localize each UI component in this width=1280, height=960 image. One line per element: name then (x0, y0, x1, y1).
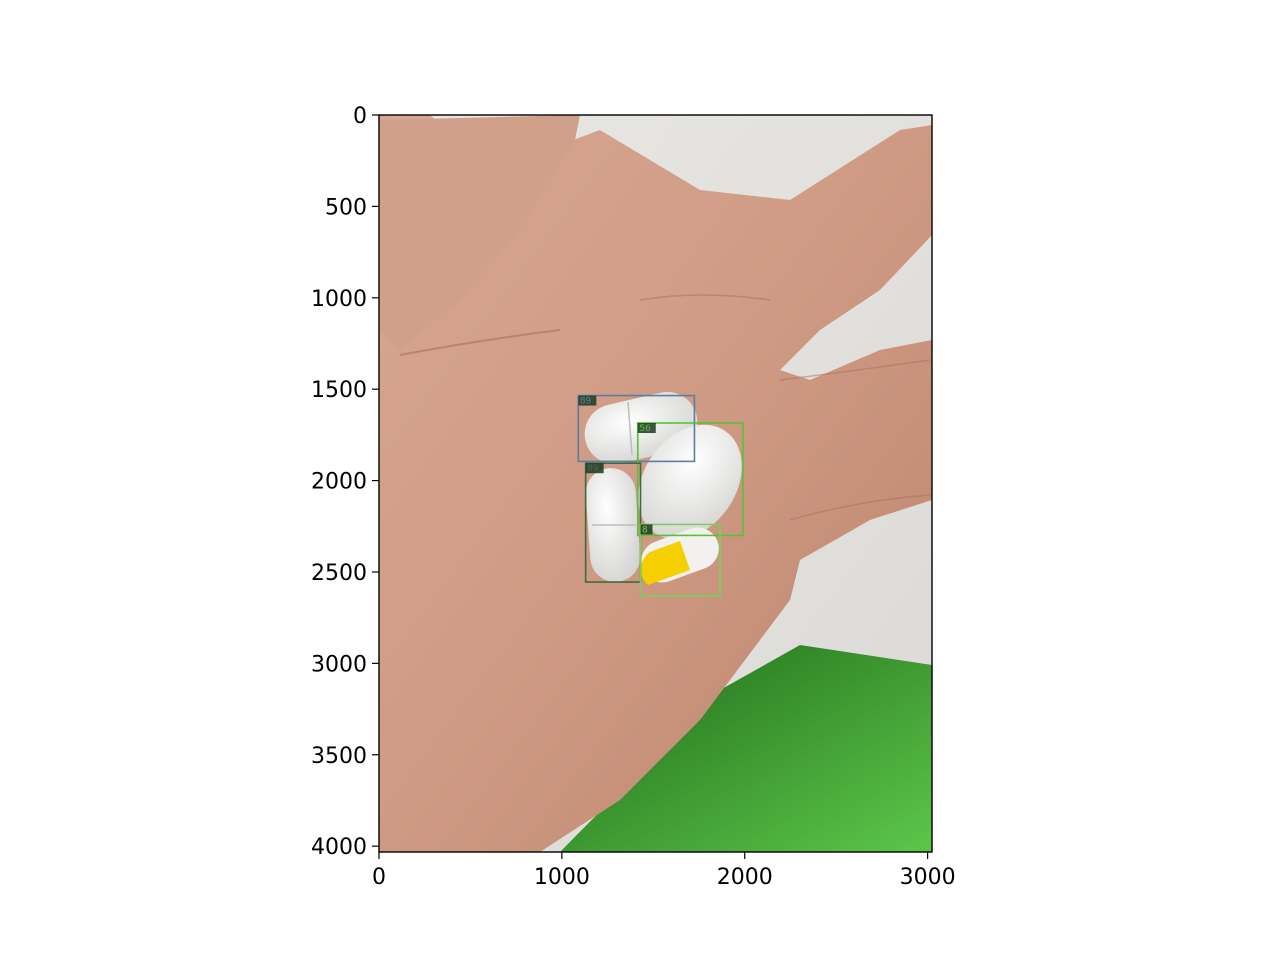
y-tick-label: 2000 (311, 470, 367, 495)
detection-label: 8 (642, 525, 648, 535)
x-axis: 0 1000 2000 3000 (372, 852, 956, 890)
x-tick-label: 2000 (717, 865, 773, 890)
axes-frame (378, 114, 933, 853)
detection-boxes: 89 56 89 8 (577, 394, 744, 597)
y-tick-label: 500 (325, 195, 367, 220)
y-tick-label: 1500 (311, 378, 367, 403)
hand-pills-photo (379, 115, 932, 852)
y-tick-label: 4000 (311, 835, 367, 860)
y-tick-label: 1000 (311, 287, 367, 312)
detection-box (584, 462, 642, 583)
x-tick-label: 1000 (534, 865, 590, 890)
pill-vertical (585, 468, 641, 582)
y-tick-label: 2500 (311, 561, 367, 586)
x-tick-label: 3000 (900, 865, 956, 890)
y-tick-label: 3000 (311, 652, 367, 677)
y-axis: 0 500 1000 1500 2000 2500 3000 3500 4000 (311, 104, 379, 860)
detection-label-bg (585, 463, 604, 474)
detection-label-bg (578, 395, 597, 406)
x-tick-label: 0 (372, 865, 386, 890)
detection-box (636, 422, 744, 537)
y-tick-label: 0 (353, 104, 367, 129)
detection-box (577, 394, 696, 463)
pill-oval (638, 424, 742, 540)
detection-label-bg (640, 524, 653, 535)
capsule (640, 527, 719, 585)
detection-label: 89 (587, 464, 599, 474)
detection-label-bg (637, 422, 656, 433)
detection-label: 56 (639, 424, 651, 434)
y-tick-label: 3500 (311, 744, 367, 769)
detection-label: 89 (580, 397, 592, 407)
detection-box (639, 523, 721, 597)
